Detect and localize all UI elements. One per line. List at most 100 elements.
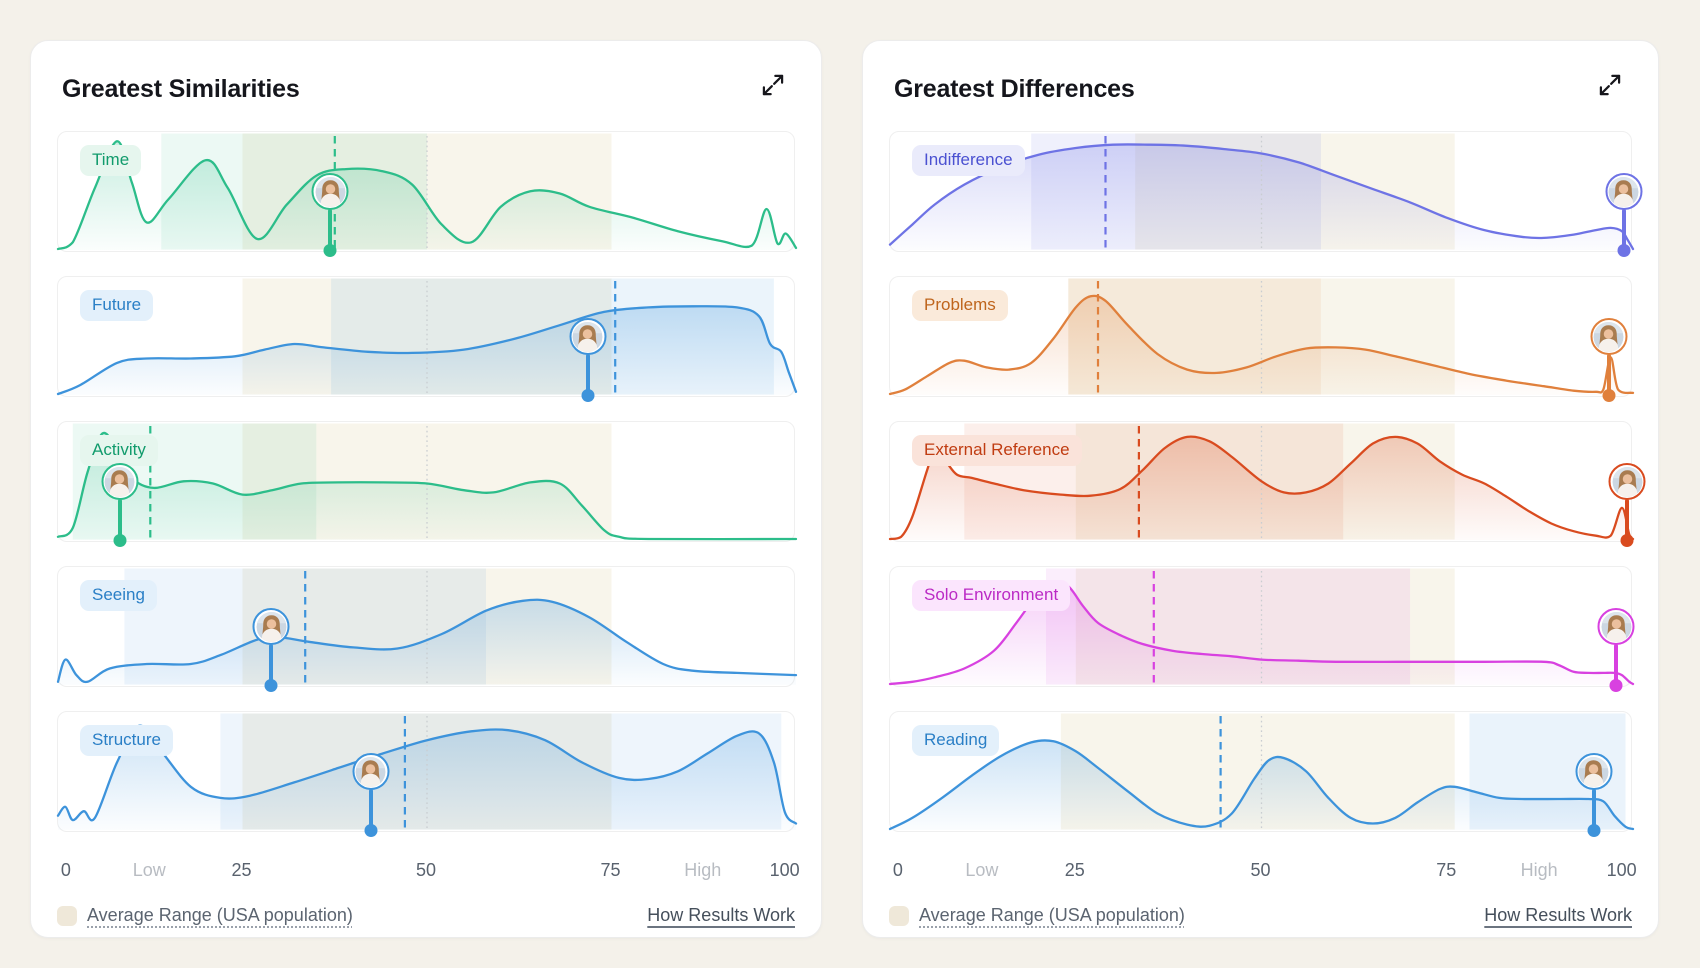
- axis-tick-low: Low: [132, 860, 166, 880]
- distribution-chart: [888, 713, 1635, 831]
- user-avatar[interactable]: [1597, 608, 1635, 645]
- user-avatar[interactable]: [569, 318, 607, 355]
- density-curve: [888, 739, 1635, 831]
- marker-stem: [269, 644, 274, 685]
- trait-label-badge: Time: [80, 145, 142, 176]
- axis-tick-0: 0: [60, 860, 71, 880]
- average-range-label[interactable]: Average Range (USA population): [919, 905, 1185, 925]
- trait-row-solo-environment: Solo Environment: [888, 566, 1635, 692]
- axis-tick-75: 75: [600, 860, 621, 880]
- density-curve: [888, 435, 1635, 541]
- marker-stem: [1621, 209, 1626, 250]
- axis-tick-100: 100: [769, 860, 800, 880]
- user-avatar[interactable]: [1608, 463, 1646, 500]
- user-avatar[interactable]: [101, 463, 139, 500]
- how-results-work-link[interactable]: How Results Work: [647, 905, 795, 925]
- trait-row-external-reference: External Reference: [888, 421, 1646, 547]
- user-avatar[interactable]: [252, 608, 290, 645]
- axis-tick-low: Low: [965, 860, 999, 880]
- avatar-photo: [315, 176, 346, 207]
- trait-row-indifference: Indifference: [888, 131, 1643, 257]
- density-fill: [890, 740, 1633, 830]
- avatar-photo: [355, 756, 386, 787]
- trait-label-badge: Solo Environment: [912, 580, 1071, 611]
- axis-tick-high: High: [1520, 860, 1558, 880]
- trait-row-seeing: Seeing: [56, 566, 798, 692]
- similarities-chart-list: Time Future: [56, 131, 798, 837]
- axis-tick-high: High: [684, 860, 722, 880]
- card-title-differences: Greatest Differences: [894, 75, 1135, 103]
- marker-dot: [1587, 824, 1601, 837]
- density-curve: [56, 305, 798, 396]
- density-curve: [56, 724, 798, 825]
- avatar-photo: [1593, 321, 1624, 352]
- similarities-card: Greatest Similarities Time: [30, 40, 822, 938]
- marker-stem: [1614, 644, 1619, 685]
- marker-stem: [1606, 354, 1611, 395]
- trait-row-activity: Activity: [56, 421, 798, 547]
- trait-label-badge: Future: [80, 290, 154, 321]
- user-avatar[interactable]: [352, 753, 390, 790]
- marker-stem: [117, 499, 122, 540]
- distribution-chart: [56, 423, 798, 541]
- user-avatar[interactable]: [1605, 173, 1643, 210]
- average-range-swatch-icon: [57, 905, 77, 926]
- expand-icon[interactable]: [759, 71, 787, 99]
- card-footer: Average Range (USA population) How Resul…: [57, 905, 795, 926]
- how-results-work-link[interactable]: How Results Work: [1484, 905, 1632, 925]
- trait-label-badge: Reading: [912, 725, 1000, 756]
- marker-stem: [328, 209, 333, 250]
- trait-label-badge: Activity: [80, 435, 158, 466]
- axis-tick-100: 100: [1606, 860, 1637, 880]
- avatar-photo: [1578, 756, 1609, 787]
- density-fill: [58, 599, 796, 685]
- marker-stem: [1591, 789, 1596, 830]
- marker-stem: [1625, 499, 1630, 540]
- density-fill: [58, 306, 796, 395]
- user-avatar[interactable]: [1575, 753, 1613, 790]
- card-footer: Average Range (USA population) How Resul…: [889, 905, 1632, 926]
- marker-dot: [581, 389, 595, 402]
- avatar-photo: [572, 321, 603, 352]
- marker-dot: [364, 824, 378, 837]
- marker-stem: [368, 789, 373, 830]
- density-fill: [58, 725, 796, 830]
- density-fill: [890, 295, 1633, 395]
- density-fill: [890, 436, 1633, 540]
- average-range-legend: Average Range (USA population): [889, 905, 1185, 926]
- expand-icon[interactable]: [1596, 71, 1624, 99]
- trait-label-badge: External Reference: [912, 435, 1082, 466]
- distribution-chart: [888, 278, 1635, 396]
- trait-label-badge: Seeing: [80, 580, 157, 611]
- marker-dot: [323, 244, 337, 257]
- user-avatar[interactable]: [311, 173, 349, 210]
- card-title-similarities: Greatest Similarities: [62, 75, 300, 103]
- average-range-legend: Average Range (USA population): [57, 905, 353, 926]
- density-fill: [58, 432, 796, 540]
- trait-label-badge: Structure: [80, 725, 173, 756]
- distribution-chart: [888, 423, 1635, 541]
- differences-card: Greatest Differences Indifference: [862, 40, 1659, 938]
- axis-tick-25: 25: [231, 860, 252, 880]
- trait-label-badge: Problems: [912, 290, 1008, 321]
- marker-dot: [113, 534, 127, 547]
- marker-dot: [1617, 244, 1631, 257]
- avatar-photo: [1608, 176, 1639, 207]
- density-fill: [890, 581, 1633, 685]
- axis-tick-75: 75: [1436, 860, 1457, 880]
- marker-dot: [1602, 389, 1616, 402]
- marker-dot: [1620, 534, 1634, 547]
- user-avatar[interactable]: [1590, 318, 1628, 355]
- density-fill: [58, 141, 796, 250]
- avatar-photo: [104, 466, 135, 497]
- marker-stem: [585, 354, 590, 395]
- trait-row-time: Time: [56, 131, 798, 257]
- average-range-label[interactable]: Average Range (USA population): [87, 905, 353, 925]
- avatar-photo: [1601, 611, 1632, 642]
- trait-row-problems: Problems: [888, 276, 1635, 402]
- marker-dot: [264, 679, 278, 692]
- avatar-photo: [1612, 466, 1643, 497]
- axis-tick-50: 50: [1250, 860, 1271, 880]
- marker-dot: [1609, 679, 1623, 692]
- trait-row-future: Future: [56, 276, 798, 402]
